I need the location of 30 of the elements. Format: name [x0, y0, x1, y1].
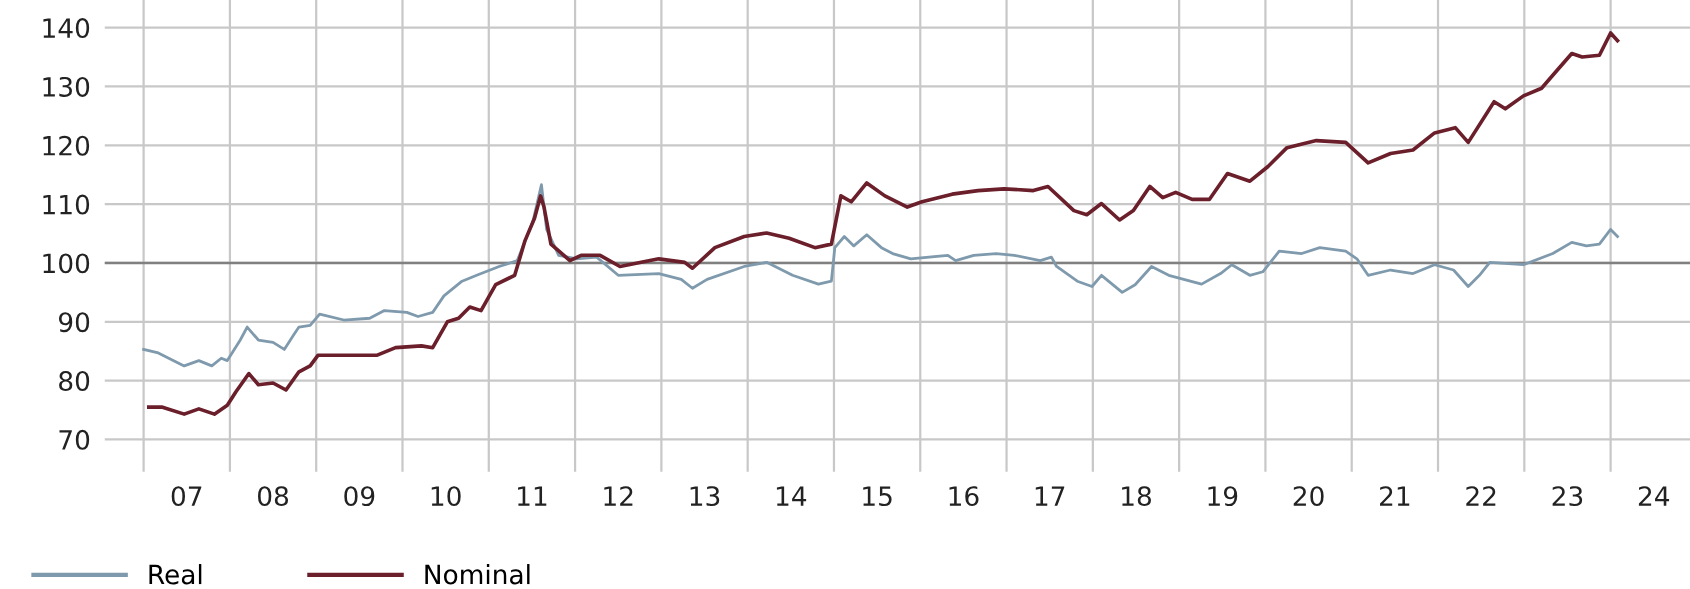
- legend-label: Nominal: [425, 564, 530, 585]
- x-tick-label: 11: [518, 486, 547, 506]
- y-tick-label: 100: [43, 253, 90, 274]
- x-tick-label: 10: [431, 486, 461, 507]
- y-tick-label: 120: [43, 135, 90, 156]
- y-tick-label: 70: [59, 429, 90, 450]
- x-tick-label: 22: [1466, 486, 1496, 506]
- x-tick-label: 13: [690, 486, 720, 507]
- y-tick-label: 90: [58, 312, 90, 333]
- x-tick-label: 18: [1122, 486, 1151, 507]
- x-tick-label: 20: [1293, 486, 1324, 507]
- x-tick-label: 21: [1380, 486, 1410, 506]
- x-tick-label: 16: [949, 486, 979, 507]
- x-tick-label: 14: [776, 486, 807, 506]
- y-tick-label: 110: [43, 194, 90, 215]
- x-tick-label: 08: [258, 486, 289, 507]
- x-tick-label: 17: [1035, 486, 1065, 506]
- line-series: [142, 183, 1619, 368]
- x-tick-label: 07: [171, 486, 202, 507]
- x-tick-label: 09: [344, 486, 375, 507]
- x-tick-label: 19: [1208, 486, 1238, 507]
- legend-label: Real: [149, 564, 202, 585]
- x-tick-label: 23: [1552, 486, 1583, 507]
- x-tick-label: 15: [863, 486, 892, 507]
- x-tick-label: 24: [1638, 486, 1670, 506]
- y-tick-label: 140: [43, 18, 90, 39]
- x-tick-label: 12: [604, 486, 633, 506]
- y-tick-label: 80: [59, 371, 90, 392]
- line-series: [146, 31, 1620, 416]
- y-tick-label: 130: [43, 76, 90, 97]
